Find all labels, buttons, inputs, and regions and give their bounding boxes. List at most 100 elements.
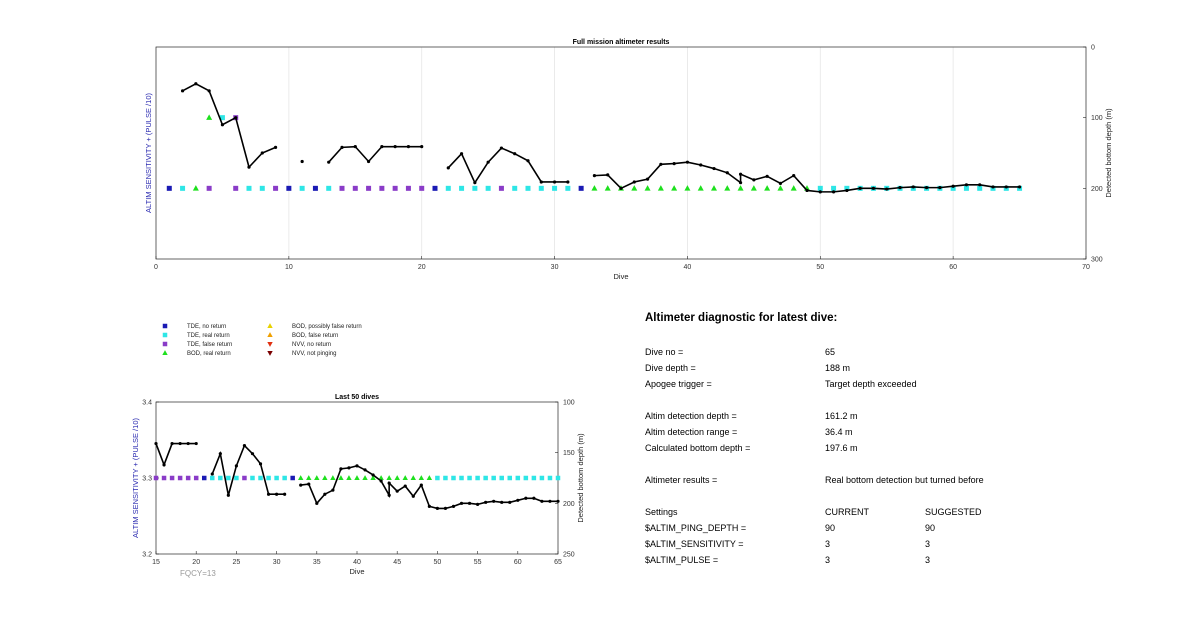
y-left-tick-label: 3.2 bbox=[142, 552, 152, 559]
depth-point bbox=[765, 174, 769, 178]
y-left-axis-label: ALTIM SENSITIVITY + (PULSE /10) bbox=[131, 418, 140, 538]
frequency-annotation: FQCY=13 bbox=[180, 569, 216, 578]
status-marker bbox=[330, 475, 336, 481]
depth-point bbox=[247, 165, 251, 169]
status-marker bbox=[405, 185, 411, 191]
y-right-tick-label: 300 bbox=[1091, 257, 1103, 264]
depth-point bbox=[738, 172, 743, 176]
status-marker bbox=[338, 475, 344, 481]
status-marker bbox=[206, 114, 213, 120]
depth-point bbox=[858, 186, 862, 190]
depth-point bbox=[194, 441, 198, 446]
depth-series-line bbox=[211, 444, 285, 496]
status-marker bbox=[459, 475, 464, 481]
status-marker bbox=[177, 475, 183, 481]
diag-label: Altimeter results = bbox=[645, 475, 718, 485]
depth-point bbox=[380, 145, 384, 149]
depth-point bbox=[924, 186, 929, 190]
legend-label: TDE, real return bbox=[187, 333, 230, 339]
depth-point bbox=[548, 499, 552, 503]
status-marker bbox=[153, 475, 159, 481]
depth-point bbox=[395, 489, 399, 493]
depth-point bbox=[831, 190, 836, 194]
depth-point bbox=[524, 496, 528, 500]
depth-point bbox=[951, 184, 955, 188]
status-marker bbox=[161, 475, 167, 481]
legend-label: BOD, possibly false return bbox=[292, 324, 362, 330]
depth-series-line bbox=[300, 464, 558, 510]
diag-label: Dive depth = bbox=[645, 363, 696, 373]
status-marker bbox=[394, 475, 400, 481]
x-tick-label: 70 bbox=[1082, 264, 1090, 271]
diag-value: Real bottom detection but turned before bbox=[825, 475, 984, 485]
depth-point bbox=[606, 173, 610, 177]
status-marker bbox=[169, 475, 175, 481]
status-marker bbox=[354, 475, 360, 481]
depth-point bbox=[911, 185, 915, 189]
status-marker bbox=[410, 475, 416, 481]
status-marker bbox=[233, 185, 239, 191]
diag-value: 188 m bbox=[825, 363, 851, 373]
status-marker bbox=[565, 185, 571, 191]
legend-marker-bod-possibly-false bbox=[267, 323, 273, 329]
legend-label: BOD, real return bbox=[187, 351, 231, 357]
depth-point bbox=[411, 494, 415, 498]
status-marker bbox=[219, 115, 225, 121]
x-tick-label: 30 bbox=[273, 559, 281, 566]
depth-point bbox=[659, 162, 663, 166]
setting-suggested: 90 bbox=[925, 523, 936, 533]
status-marker bbox=[366, 185, 372, 191]
status-marker bbox=[193, 475, 199, 481]
depth-point bbox=[406, 145, 411, 149]
status-marker bbox=[192, 185, 199, 191]
status-marker bbox=[483, 475, 488, 481]
status-marker bbox=[386, 475, 392, 481]
x-tick-label: 25 bbox=[233, 559, 241, 566]
depth-point bbox=[752, 178, 756, 182]
settings-suggested-header: SUGGESTED bbox=[925, 507, 982, 517]
depth-point bbox=[532, 496, 536, 500]
depth-point bbox=[315, 501, 319, 505]
status-marker bbox=[352, 185, 358, 191]
depth-point bbox=[712, 166, 716, 171]
y-right-axis-label: Detected bottom depth (m) bbox=[576, 433, 585, 523]
status-marker bbox=[314, 475, 320, 481]
status-marker bbox=[226, 475, 231, 481]
legend-label: BOD, false return bbox=[292, 333, 338, 339]
depth-point bbox=[556, 499, 560, 503]
depth-point bbox=[871, 186, 876, 190]
status-marker bbox=[631, 185, 638, 191]
depth-point bbox=[792, 174, 796, 178]
status-marker bbox=[306, 475, 312, 481]
x-tick-label: 10 bbox=[285, 264, 293, 271]
depth-point bbox=[459, 152, 464, 156]
depth-point bbox=[473, 181, 477, 185]
x-tick-label: 35 bbox=[313, 559, 321, 566]
status-marker bbox=[711, 185, 717, 191]
status-marker bbox=[282, 475, 287, 481]
x-tick-label: 15 bbox=[152, 559, 160, 566]
status-marker bbox=[657, 185, 664, 191]
depth-point bbox=[508, 500, 512, 504]
full-mission-chart: 0 10 20 30 40 50 60 70 0 100 200 300 Full mission al… bbox=[144, 39, 1113, 281]
depth-point bbox=[516, 498, 520, 502]
status-marker bbox=[499, 475, 504, 481]
diag-label: Calculated bottom depth = bbox=[645, 443, 751, 453]
depth-point bbox=[273, 145, 278, 149]
depth-point bbox=[738, 181, 743, 185]
status-marker bbox=[459, 185, 465, 191]
y-right-tick-label: 0 bbox=[1091, 45, 1095, 52]
status-marker bbox=[844, 185, 850, 191]
plot-frame bbox=[155, 401, 559, 555]
setting-suggested: 3 bbox=[925, 555, 931, 565]
x-tick-label: 50 bbox=[816, 264, 824, 271]
y-left-tick-label: 3.3 bbox=[142, 476, 152, 483]
depth-point bbox=[938, 186, 942, 190]
status-marker bbox=[166, 185, 172, 191]
depth-point bbox=[258, 462, 263, 466]
status-marker bbox=[697, 185, 704, 191]
depth-point bbox=[339, 467, 343, 471]
y-right-tick-label: 150 bbox=[563, 450, 575, 457]
diag-value: 65 bbox=[825, 347, 836, 357]
depth-point bbox=[484, 500, 488, 504]
